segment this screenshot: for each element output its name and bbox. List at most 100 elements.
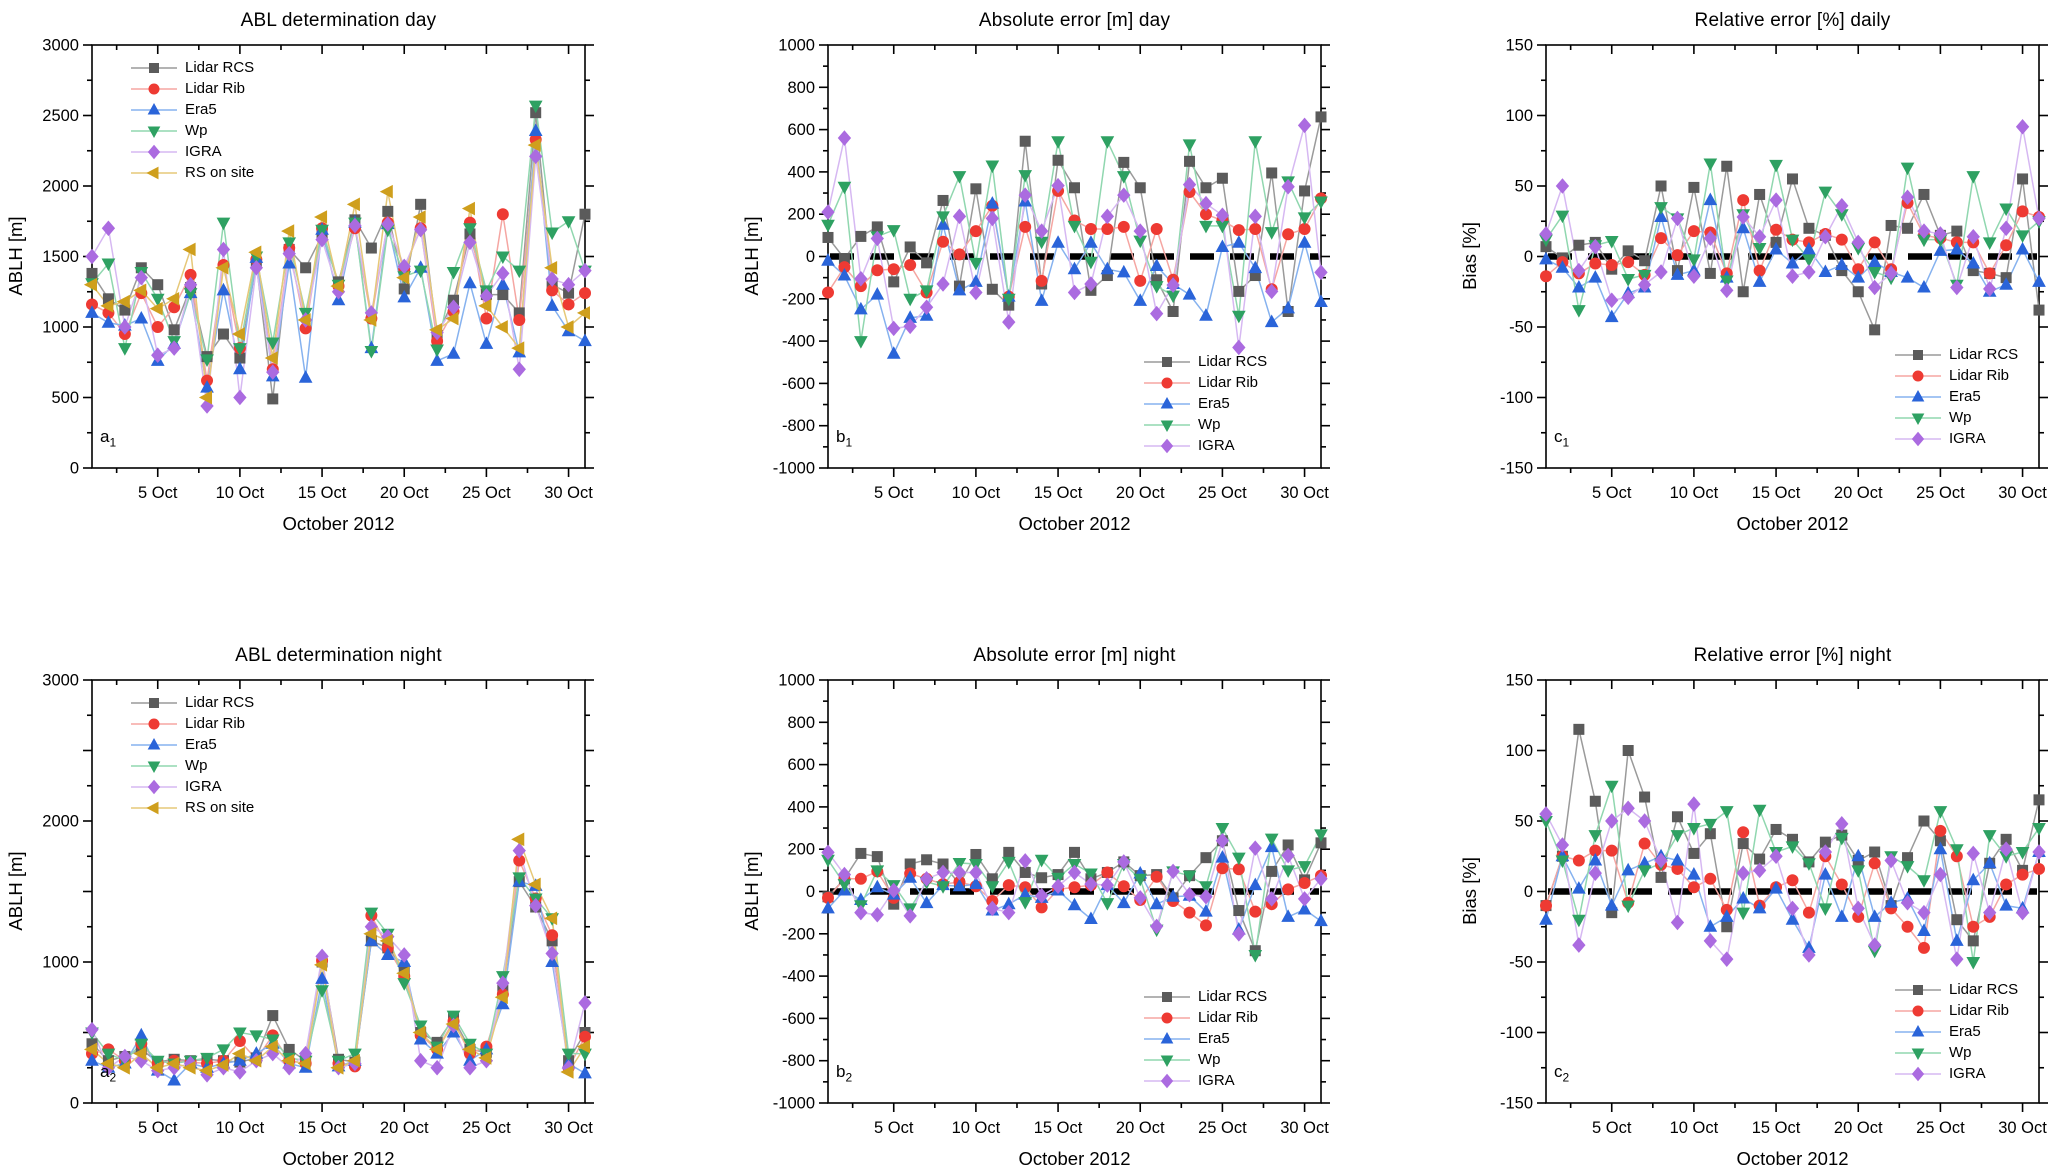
- legend-key: [1144, 1073, 1190, 1088]
- triangle-left-marker-icon: [281, 224, 295, 238]
- triangle-up-marker-icon: [1834, 909, 1849, 922]
- diamond-marker-icon: [1911, 1066, 1925, 1081]
- square-marker-icon: [822, 231, 834, 243]
- triangle-down-marker-icon: [1555, 855, 1570, 869]
- triangle-down-marker-icon: [1084, 868, 1098, 882]
- triangle-down-marker-icon: [1752, 804, 1767, 818]
- triangle-up-marker-icon: [134, 310, 149, 324]
- square-marker-icon: [970, 848, 982, 860]
- triangle-down-marker-icon: [315, 985, 329, 998]
- triangle-down-marker-icon: [1215, 823, 1230, 836]
- triangle-down-marker-icon: [1719, 275, 1734, 289]
- x-tick-label: 10 Oct: [216, 484, 265, 502]
- diamond-marker-icon: [1572, 937, 1586, 953]
- diamond-marker-icon: [1248, 840, 1262, 856]
- legend-item-igra: IGRA: [131, 142, 254, 161]
- diamond-marker-icon: [1539, 226, 1553, 242]
- legend-key: [1895, 370, 1941, 381]
- triangle-up-marker-icon: [147, 737, 161, 749]
- triangle-left-marker-icon: [478, 1051, 492, 1065]
- diamond-marker-icon: [1199, 195, 1213, 212]
- x-tick-label: 25 Oct: [1916, 484, 1965, 502]
- x-tick-label: 20 Oct: [380, 1119, 429, 1137]
- triangle-down-marker-icon: [985, 881, 1000, 894]
- triangle-down-marker-icon: [1100, 898, 1115, 911]
- series-markers-wp: [1539, 780, 2046, 970]
- legend-key: [131, 144, 177, 159]
- triangle-left-marker-icon: [445, 1017, 459, 1031]
- triangle-up-marker-icon: [1297, 901, 1312, 915]
- triangle-down-marker-icon: [1900, 162, 1915, 176]
- triangle-up-marker-icon: [1621, 862, 1636, 876]
- diamond-marker-icon: [1621, 289, 1635, 306]
- diamond-marker-icon: [870, 230, 884, 247]
- square-marker-icon: [1852, 286, 1864, 298]
- triangle-left-marker-icon: [511, 341, 525, 355]
- triangle-left-marker-icon: [363, 926, 377, 941]
- diamond-marker-icon: [854, 904, 868, 921]
- diamond-marker-icon: [397, 947, 411, 963]
- y-tick-label: -600: [782, 375, 815, 393]
- diamond-marker-icon: [969, 864, 983, 881]
- triangle-left-marker-icon: [166, 291, 180, 306]
- triangle-down-marker-icon: [1084, 256, 1098, 270]
- triangle-down-marker-icon: [233, 1027, 247, 1041]
- triangle-left-marker-icon: [330, 279, 344, 293]
- triangle-down-marker-icon: [1001, 293, 1016, 307]
- triangle-down-marker-icon: [265, 1034, 280, 1048]
- triangle-up-marker-icon: [1539, 251, 1553, 265]
- triangle-up-marker-icon: [1949, 933, 1964, 946]
- circle-marker-icon: [1282, 883, 1295, 896]
- triangle-left-marker-icon: [346, 1053, 360, 1068]
- diamond-marker-icon: [1281, 847, 1295, 864]
- triangle-left-marker-icon: [231, 327, 245, 341]
- triangle-left-marker-icon: [313, 957, 328, 972]
- triangle-down-marker-icon: [2015, 230, 2030, 243]
- legend-key: [1895, 389, 1941, 401]
- legend-item-wp: Wp: [1895, 408, 2018, 427]
- triangle-up-marker-icon: [233, 361, 247, 375]
- triangle-down-marker-icon: [936, 881, 950, 894]
- legend-item-lidar-rib: Lidar Rib: [131, 79, 254, 98]
- circle-marker-icon: [1134, 274, 1147, 287]
- legend-item-era5: Era5: [1895, 387, 2018, 406]
- triangle-up-marker-icon: [870, 287, 885, 300]
- circle-marker-icon: [1737, 194, 1750, 207]
- triangle-down-marker-icon: [413, 1020, 428, 1033]
- legend-key: [1144, 1055, 1190, 1067]
- diamond-marker-icon: [1281, 178, 1295, 195]
- chart-title: ABL determination night: [235, 645, 442, 666]
- triangle-down-marker-icon: [1051, 136, 1065, 149]
- triangle-up-marker-icon: [1231, 235, 1246, 248]
- circle-marker-icon: [887, 263, 900, 276]
- legend-item-igra: IGRA: [1144, 1071, 1267, 1090]
- diamond-marker-icon: [1166, 277, 1180, 293]
- triangle-down-marker-icon: [1637, 269, 1652, 283]
- square-marker-icon: [871, 851, 883, 863]
- triangle-down-marker-icon: [348, 1048, 362, 1062]
- diamond-marker-icon: [1999, 220, 2013, 237]
- triangle-up-marker-icon: [578, 333, 592, 347]
- y-axis-label: ABLH [m]: [5, 216, 26, 296]
- circle-marker-icon: [1216, 862, 1229, 875]
- triangle-down-marker-icon: [1911, 1048, 1925, 1060]
- triangle-left-marker-icon: [363, 313, 377, 327]
- triangle-up-marker-icon: [1314, 294, 1328, 307]
- diamond-marker-icon: [1605, 292, 1619, 308]
- triangle-left-marker-icon: [149, 301, 163, 316]
- diamond-marker-icon: [1555, 178, 1570, 194]
- triangle-up-marker-icon: [1670, 852, 1685, 866]
- legend-key: [131, 102, 177, 114]
- triangle-down-marker-icon: [249, 1030, 264, 1043]
- square-marker-icon: [1019, 135, 1031, 147]
- triangle-up-marker-icon: [1933, 243, 1948, 256]
- triangle-up-marker-icon: [969, 876, 983, 890]
- legend-key: [131, 697, 177, 708]
- square-marker-icon: [1918, 188, 1930, 200]
- diamond-marker-icon: [1900, 189, 1915, 206]
- triangle-up-marker-icon: [1884, 895, 1898, 908]
- y-tick-label: -50: [1509, 319, 1533, 337]
- square-marker-icon: [382, 205, 394, 217]
- legend: Lidar RCS Lidar Rib Era5 Wp IGRA: [1144, 987, 1267, 1090]
- triangle-up-marker-icon: [1149, 896, 1164, 910]
